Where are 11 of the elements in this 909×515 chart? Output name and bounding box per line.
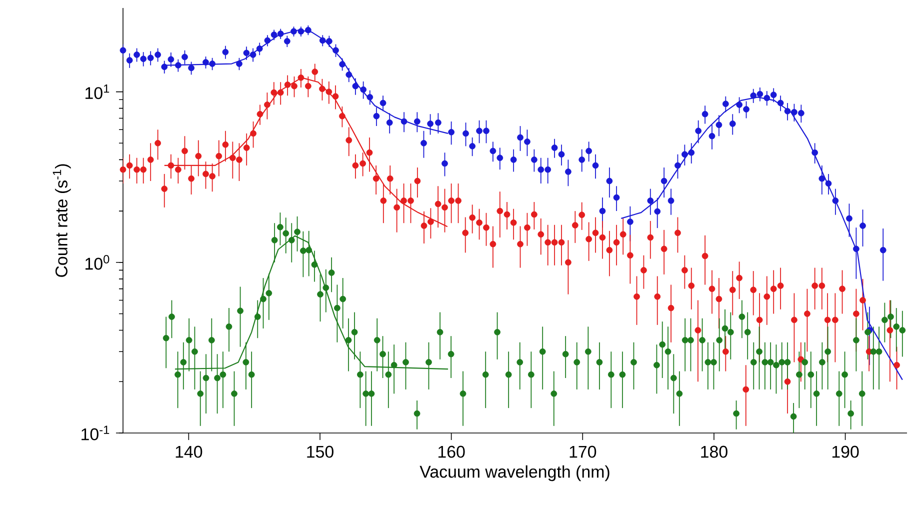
x-tick-label: 190 [832, 446, 859, 458]
y-axis-title: Count rate (s$^{-1}$) [52, 164, 71, 277]
x-tick-label: 170 [570, 446, 596, 458]
y-tick-label: 10$^{0}$ [86, 255, 110, 270]
x-tick-label: 180 [701, 446, 728, 458]
x-tick-label: 140 [176, 446, 202, 458]
x-tick-label: 150 [307, 446, 334, 458]
x-tick-label: 160 [438, 446, 465, 458]
y-tick-label: 10$^{-1}$ [82, 426, 110, 440]
x-axis-title: Vacuum wavelength (nm) [420, 465, 610, 482]
y-tick-label: 10$^{1}$ [86, 84, 110, 100]
